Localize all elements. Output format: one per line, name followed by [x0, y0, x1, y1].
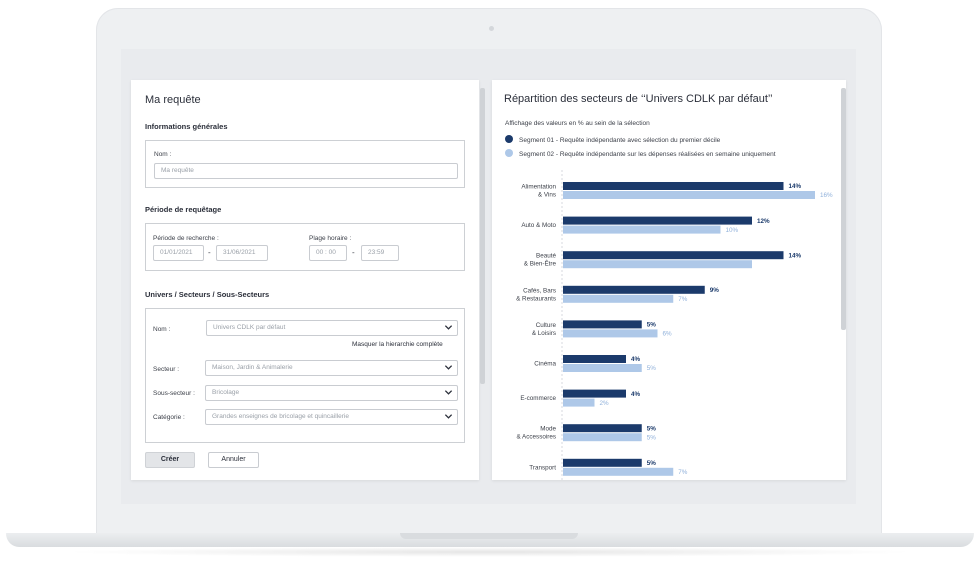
category-label: Cinéma — [534, 361, 556, 368]
legend-label-segment2: Segment 02 - Requête indépendante sur le… — [519, 151, 776, 158]
universe-name-label: Nom : — [153, 326, 171, 333]
start-time-input[interactable]: 00 : 00 — [309, 245, 347, 261]
create-button[interactable]: Créer — [145, 452, 195, 468]
data-label-segment2: 6% — [663, 331, 673, 338]
subsector-select[interactable]: Bricolage — [205, 385, 458, 401]
category-label: E-commerce — [520, 395, 556, 402]
laptop-base — [6, 533, 974, 547]
universe-select[interactable]: Univers CDLK par défaut — [206, 320, 458, 336]
camera-icon — [489, 26, 494, 31]
category-label: Catégorie : — [153, 414, 185, 421]
bar-segment2 — [563, 467, 674, 476]
date-range-separator: - — [208, 248, 211, 257]
data-label-segment1: 5% — [647, 322, 657, 329]
bar-segment1 — [563, 458, 642, 467]
bar-chart: Alimentation & Vins 14% 16% Auto & Moto 12% 10… — [516, 170, 833, 480]
chart-panel: Répartition des secteurs de ‘‘Univers CD… — [492, 80, 846, 480]
cancel-button[interactable]: Annuler — [208, 452, 259, 468]
period-heading: Période de requêtage — [145, 205, 222, 214]
legend-swatch-segment1 — [505, 135, 513, 143]
data-label-segment1: 12% — [757, 218, 770, 225]
bar-segment2 — [563, 364, 642, 372]
sectors-heading: Univers / Secteurs / Sous-Secteurs — [145, 290, 270, 299]
sector-label: Secteur : — [153, 366, 180, 373]
data-label-segment2: 10% — [726, 227, 739, 234]
category-select[interactable]: Grandes enseignes de bricolage et quinca… — [205, 409, 458, 425]
category-label: Alimentation & Vins — [521, 184, 556, 199]
data-label-segment2: 16% — [820, 192, 833, 199]
end-date-input[interactable]: 31/06/2021 — [216, 245, 268, 261]
start-date-input[interactable]: 01/01/2021 — [153, 245, 204, 261]
data-label-segment1: 9% — [710, 287, 720, 294]
subsector-select-value: Bricolage — [212, 389, 240, 396]
chart-title: Répartition des secteurs de ‘‘Univers CD… — [504, 93, 773, 105]
bar-segment1 — [563, 424, 642, 433]
data-label-segment2: 2% — [600, 400, 610, 407]
legend-swatch-segment2 — [505, 149, 513, 157]
bar-segment2 — [563, 329, 658, 338]
hide-hierarchy-link[interactable]: Masquer la hierarchie complète — [352, 341, 443, 348]
query-form-panel: Ma requête Informations générales Nom : … — [131, 80, 479, 480]
category-select-value: Grandes enseignes de bricolage et quinca… — [212, 413, 349, 420]
data-label-segment1: 4% — [631, 356, 641, 363]
general-info-box: Nom : Ma requête — [145, 140, 465, 188]
bar-segment2 — [563, 433, 642, 442]
form-title: Ma requête — [145, 94, 201, 106]
bar-segment2 — [563, 191, 815, 199]
bar-segment1 — [563, 251, 784, 260]
chevron-down-icon — [444, 414, 453, 419]
time-range-label: Plage horaire : — [309, 235, 352, 242]
bar-segment1 — [563, 216, 752, 225]
data-label-segment1: 5% — [647, 460, 657, 467]
form-scrollbar[interactable] — [480, 88, 485, 384]
sector-select-value: Maison, Jardin & Animalerie — [212, 364, 293, 371]
bar-segment2 — [563, 398, 595, 407]
data-label-segment2: 7% — [678, 469, 688, 476]
data-label-segment2: 7% — [678, 296, 688, 303]
chevron-down-icon — [444, 325, 453, 330]
universe-select-value: Univers CDLK par défaut — [213, 324, 286, 331]
bar-segment2 — [563, 225, 721, 234]
chevron-down-icon — [444, 365, 453, 370]
category-label: Culture & Loisirs — [532, 322, 557, 337]
sectors-box: Nom : Univers CDLK par défaut Masquer la… — [145, 308, 465, 443]
subsector-label: Sous-secteur : — [153, 390, 195, 397]
category-label: Auto & Moto — [521, 222, 556, 229]
chart-subtitle: Affichage des valeurs en % au sein de la… — [505, 120, 650, 127]
query-name-input[interactable]: Ma requête — [154, 163, 458, 179]
data-label-segment1: 4% — [631, 391, 641, 398]
search-period-label: Période de recherche : — [153, 235, 219, 242]
bar-segment2 — [563, 294, 674, 303]
laptop-notch — [400, 533, 578, 539]
data-label-segment1: 14% — [789, 183, 802, 190]
category-label: Beauté & Bien-Être — [524, 253, 557, 268]
category-label: Cafés, Bars & Restaurants — [516, 287, 556, 302]
time-range-separator: - — [352, 248, 355, 257]
category-label: Transport — [529, 464, 556, 471]
name-label: Nom : — [154, 151, 172, 158]
bar-segment1 — [563, 182, 784, 190]
end-time-input[interactable]: 23:59 — [361, 245, 399, 261]
legend-label-segment1: Segment 01 - Requête indépendante avec s… — [519, 137, 721, 144]
sector-select[interactable]: Maison, Jardin & Animalerie — [205, 360, 458, 376]
bar-segment1 — [563, 389, 626, 398]
legend-item-segment1: Segment 01 - Requête indépendante avec s… — [505, 135, 720, 144]
data-label-segment1: 14% — [789, 252, 802, 259]
bar-segment1 — [563, 320, 642, 329]
data-label-segment1: 5% — [647, 425, 657, 432]
category-label: Mode & Accessoires — [516, 426, 556, 441]
legend-item-segment2: Segment 02 - Requête indépendante sur le… — [505, 149, 776, 158]
chevron-down-icon — [444, 390, 453, 395]
laptop-shadow — [60, 547, 920, 557]
bar-segment1 — [563, 355, 626, 363]
data-label-segment2: 5% — [647, 365, 657, 372]
period-box: Période de recherche : 01/01/2021 - 31/0… — [145, 223, 465, 271]
data-label-segment2: 5% — [647, 434, 657, 441]
bar-segment2 — [563, 260, 752, 269]
bar-segment1 — [563, 285, 705, 294]
chart-scrollbar[interactable] — [841, 88, 846, 330]
general-info-heading: Informations générales — [145, 122, 228, 131]
